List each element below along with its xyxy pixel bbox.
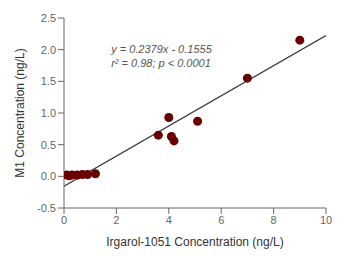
- svg-text:4: 4: [166, 214, 172, 226]
- svg-text:2.0: 2.0: [41, 44, 56, 56]
- svg-text:10: 10: [320, 214, 332, 226]
- svg-text:6: 6: [218, 214, 224, 226]
- svg-text:0.5: 0.5: [41, 139, 56, 151]
- svg-text:-0.5: -0.5: [37, 202, 56, 214]
- svg-text:r² = 0.98; p < 0.0001: r² = 0.98; p < 0.0001: [111, 57, 211, 69]
- svg-text:8: 8: [271, 214, 277, 226]
- svg-text:1.5: 1.5: [41, 75, 56, 87]
- svg-text:1.0: 1.0: [41, 107, 56, 119]
- svg-text:y = 0.2379x - 0.1555: y = 0.2379x - 0.1555: [110, 43, 212, 55]
- svg-text:2: 2: [113, 214, 119, 226]
- svg-text:2.5: 2.5: [41, 12, 56, 24]
- svg-text:0: 0: [61, 214, 67, 226]
- svg-text:M1 Concentration (ng/L): M1 Concentration (ng/L): [13, 48, 27, 177]
- svg-text:Irgarol-1051 Concentration (ng: Irgarol-1051 Concentration (ng/L): [106, 235, 283, 249]
- svg-text:0.0: 0.0: [41, 170, 56, 182]
